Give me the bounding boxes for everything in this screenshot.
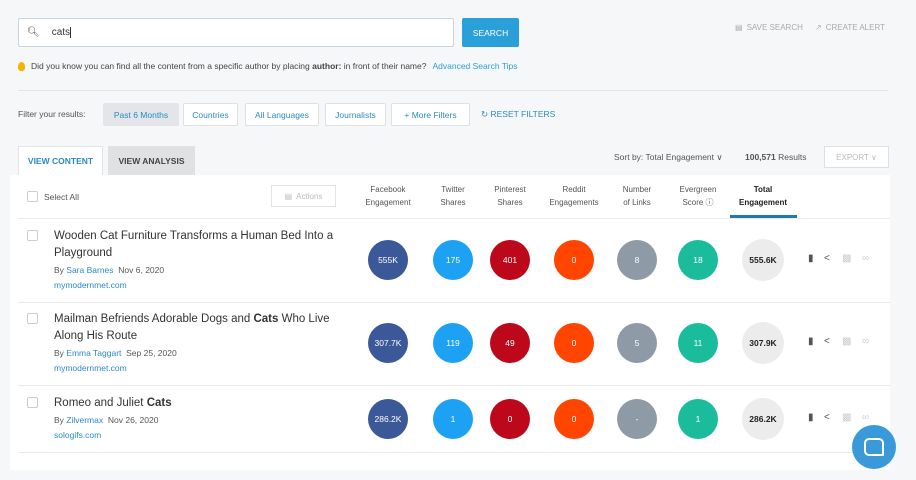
tab-view-content[interactable]: VIEW CONTENT	[18, 146, 103, 175]
article-title[interactable]: Romeo and Juliet Cats	[54, 397, 172, 409]
site-link[interactable]: mymodernmet.com	[54, 363, 127, 373]
bookmark-icon[interactable]: ▮	[808, 336, 814, 347]
total-metric: 286.2K	[742, 398, 784, 440]
divider	[18, 452, 890, 453]
evergreen-metric: 11	[678, 323, 718, 363]
divider	[18, 90, 888, 91]
facebook-metric: 307.7K	[368, 323, 408, 363]
twitter-metric: 175	[433, 240, 473, 280]
lightbulb-icon	[18, 61, 25, 71]
influencers-icon[interactable]: ▩	[842, 336, 852, 347]
row-checkbox[interactable]	[27, 397, 38, 408]
reddit-metric: 0	[554, 323, 594, 363]
links-metric: -	[617, 399, 657, 439]
article-meta: By Emma Taggart Sep 25, 2020	[54, 348, 177, 358]
link-icon[interactable]: ∞	[862, 253, 870, 264]
column-header-links[interactable]: Number of Links	[622, 185, 652, 207]
article-title[interactable]: Mailman Befriends Adorable Dogs and Cats…	[54, 313, 330, 342]
chat-icon	[864, 438, 884, 456]
divider	[18, 218, 890, 219]
twitter-metric: 1	[433, 399, 473, 439]
link-icon[interactable]: ∞	[862, 336, 870, 347]
column-header-facebook[interactable]: Facebook Engagement	[365, 185, 411, 207]
search-button[interactable]: SEARCH	[462, 18, 519, 47]
influencers-icon[interactable]: ▩	[842, 412, 852, 423]
divider	[18, 302, 890, 303]
column-header-reddit[interactable]: Reddit Engagements	[549, 185, 599, 207]
reset-filters-button[interactable]: ↻ RESET FILTERS	[481, 109, 556, 119]
total-metric: 307.9K	[742, 322, 784, 364]
save-icon: ▤	[735, 23, 743, 32]
pinterest-metric: 49	[490, 323, 530, 363]
influencers-icon[interactable]: ▩	[842, 253, 852, 264]
evergreen-metric: 1	[678, 399, 718, 439]
filter-countries[interactable]: Countries	[183, 103, 238, 126]
article-meta: By Sara Barnes Nov 6, 2020	[54, 265, 165, 275]
results-count: 100,571 Results	[745, 152, 807, 162]
evergreen-metric: 18	[678, 240, 718, 280]
share-icon[interactable]: <	[824, 253, 830, 264]
site-link[interactable]: mymodernmet.com	[54, 280, 127, 290]
share-icon[interactable]: <	[824, 412, 830, 423]
row-checkbox[interactable]	[27, 230, 38, 241]
sort-dropdown[interactable]: Sort by: Total Engagement ∨	[614, 152, 723, 162]
bookmark-icon[interactable]: ▮	[808, 253, 814, 264]
filter-label: Filter your results:	[18, 109, 86, 119]
author-link[interactable]: Zilvermax	[66, 415, 104, 425]
column-header-evergreen[interactable]: Evergreen Score ⓘ	[679, 185, 717, 207]
article-title[interactable]: Wooden Cat Furniture Transforms a Human …	[54, 230, 334, 259]
column-header-total[interactable]: Total Engagement	[738, 185, 787, 207]
pinterest-metric: 401	[490, 240, 530, 280]
links-metric: 5	[617, 323, 657, 363]
tab-view-analysis[interactable]: VIEW ANALYSIS	[108, 146, 195, 175]
search-tip: Did you know you can find all the conten…	[18, 61, 518, 71]
select-all-label: Select All	[44, 192, 79, 202]
facebook-metric: 555K	[368, 240, 408, 280]
author-link[interactable]: Emma Taggart	[66, 348, 122, 358]
search-input[interactable]: 🔍︎ cats	[18, 18, 454, 47]
more-filters-button[interactable]: + More Filters	[391, 103, 470, 126]
twitter-metric: 119	[433, 323, 473, 363]
search-icon: 🔍︎	[27, 27, 40, 38]
chat-button[interactable]	[852, 425, 896, 469]
actions-icon: ▤	[284, 191, 293, 201]
actions-button[interactable]: ▤ Actions	[271, 185, 336, 207]
link-icon[interactable]: ∞	[862, 412, 870, 423]
article-meta: By Zilvermax Nov 26, 2020	[54, 415, 159, 425]
reddit-metric: 0	[554, 240, 594, 280]
filter-journalists[interactable]: Journalists	[325, 103, 386, 126]
alert-icon: ↗	[815, 23, 822, 32]
select-all-checkbox[interactable]	[27, 191, 38, 202]
column-header-pinterest[interactable]: Pinterest Shares	[494, 185, 526, 207]
bookmark-icon[interactable]: ▮	[808, 412, 814, 423]
author-link[interactable]: Sara Barnes	[66, 265, 114, 275]
advanced-search-tips-link[interactable]: Advanced Search Tips	[432, 61, 518, 71]
sort-indicator	[730, 215, 797, 218]
filter-languages[interactable]: All Languages	[245, 103, 319, 126]
reddit-metric: 0	[554, 399, 594, 439]
column-header-twitter[interactable]: Twitter Shares	[440, 185, 466, 207]
divider	[18, 385, 890, 386]
create-alert-button[interactable]: ↗ CREATE ALERT	[815, 23, 885, 32]
row-checkbox[interactable]	[27, 313, 38, 324]
site-link[interactable]: sologifs.com	[54, 430, 102, 440]
filter-past-6-months[interactable]: Past 6 Months	[103, 103, 179, 126]
pinterest-metric: 0	[490, 399, 530, 439]
share-icon[interactable]: <	[824, 336, 830, 347]
save-search-button[interactable]: ▤ SAVE SEARCH	[735, 23, 803, 32]
links-metric: 8	[617, 240, 657, 280]
refresh-icon: ↻	[481, 109, 491, 119]
total-metric: 555.6K	[742, 239, 784, 281]
export-button[interactable]: EXPORT ∨	[824, 146, 889, 168]
search-value: cats	[51, 27, 71, 38]
facebook-metric: 286.2K	[368, 399, 408, 439]
